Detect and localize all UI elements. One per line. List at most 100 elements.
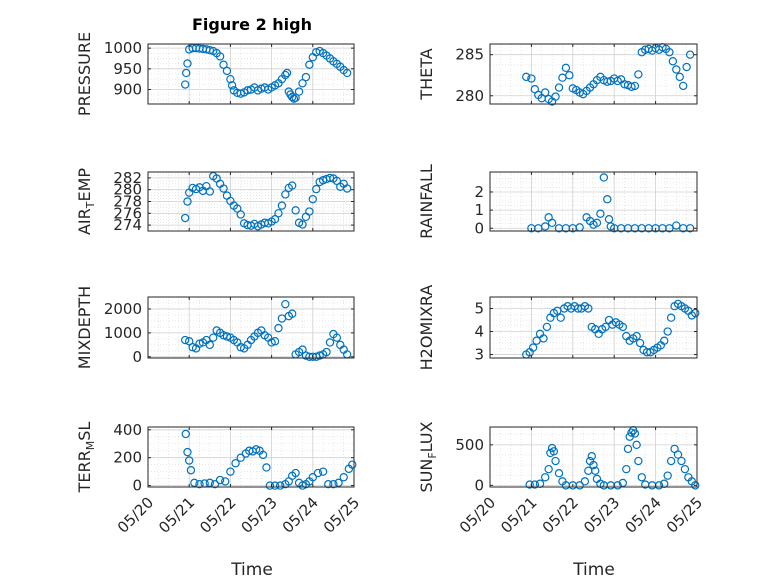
y-axis-label-main: TERR [75, 450, 94, 493]
data-point [623, 444, 633, 454]
data-point [281, 299, 290, 309]
data-point [186, 466, 196, 475]
y-axis-label-main: AIR [75, 208, 94, 235]
data-point [603, 77, 612, 87]
data-point [599, 173, 609, 182]
data-point [339, 473, 348, 482]
data-point [312, 184, 321, 194]
subplot-1: 900 950 1000 PRESSURE [75, 32, 355, 116]
data-point [308, 194, 317, 204]
y-tick-label: 400 [113, 421, 142, 439]
y-axis-label: TERRMSL [75, 422, 97, 494]
x-axis-label-left: Time [230, 560, 273, 580]
data-point [622, 464, 631, 474]
data-point [539, 334, 548, 343]
data-point [305, 60, 314, 69]
data-point [270, 337, 280, 346]
data-point [181, 429, 190, 439]
data-point [627, 82, 636, 91]
y-tick-label: 280 [113, 181, 142, 199]
data-point [528, 343, 538, 352]
y-tick-label: 285 [455, 46, 484, 64]
data-point [554, 83, 564, 92]
data-point [281, 190, 290, 199]
data-point [325, 173, 335, 183]
axes-box [489, 426, 698, 488]
data-point [632, 440, 641, 450]
y-axis-label: PRESSURE [75, 32, 94, 116]
data-point [294, 87, 304, 96]
data-point [325, 338, 335, 347]
y-tick-label: 274 [113, 216, 142, 234]
axes-box [147, 43, 355, 105]
y-tick-label: 900 [113, 81, 142, 99]
data-point [291, 93, 300, 102]
data-point [663, 327, 672, 336]
y-tick-label: 0 [474, 219, 484, 237]
data-point [301, 72, 311, 82]
y-tick-label: 0 [132, 477, 142, 495]
data-point [666, 456, 676, 466]
data-point [587, 451, 596, 461]
data-point [205, 46, 214, 55]
data-point [329, 480, 338, 489]
data-point [274, 323, 283, 333]
data-point [236, 210, 245, 219]
data-point [556, 313, 565, 322]
data-point [682, 62, 691, 72]
data-point [591, 466, 600, 475]
data-point [542, 322, 552, 332]
data-point [630, 429, 640, 438]
data-point [634, 456, 643, 466]
data-point [222, 66, 232, 76]
data-point [541, 222, 550, 231]
data-point [236, 453, 245, 462]
data-point [632, 331, 641, 341]
data-point [691, 481, 700, 490]
axes-box [489, 171, 698, 232]
data-point [541, 88, 550, 97]
data-point [348, 460, 357, 469]
y-tick-label: 1000 [104, 39, 142, 57]
data-point [547, 218, 557, 228]
data-point [288, 92, 297, 102]
data-point [663, 471, 672, 480]
y-tick-label: 500 [455, 436, 484, 454]
data-point [221, 477, 230, 486]
axes-box [147, 426, 355, 488]
figure-title: Figure 2 high [192, 15, 312, 34]
y-axis-label-main: THETA [417, 48, 436, 100]
subplot-6: 3 4 5 H2OMIXRA [417, 285, 700, 370]
data-point [282, 68, 292, 78]
data-point [324, 480, 333, 489]
data-point [210, 480, 220, 489]
data-point [313, 468, 323, 478]
y-axis-label-suffix: LUX [417, 421, 436, 452]
data-point [596, 209, 605, 218]
data-point [205, 187, 214, 196]
data-point [209, 333, 218, 342]
data-point [627, 428, 636, 437]
data-point [305, 207, 314, 216]
y-tick-label: 0 [132, 348, 142, 366]
data-point [288, 309, 297, 318]
data-point [183, 197, 192, 206]
data-point [227, 81, 237, 90]
data-point [691, 308, 700, 318]
data-point [180, 80, 190, 89]
data-point [298, 79, 307, 88]
y-axis-label-subscript: M [84, 441, 97, 451]
data-point [265, 481, 275, 490]
y-axis-label: SUNFLUX [417, 421, 439, 492]
y-tick-label: 1000 [104, 324, 142, 342]
y-tick-label: 280 [455, 87, 484, 105]
data-point [332, 333, 342, 342]
subplot-5: 0 1000 2000 MIXDEPTH [75, 286, 355, 369]
y-axis-label-main: MIXDEPTH [75, 286, 94, 369]
data-point [580, 477, 590, 486]
data-point [618, 322, 628, 332]
data-point [685, 50, 695, 59]
data-point [219, 184, 228, 193]
y-axis-label-main: RAINFALL [417, 164, 436, 239]
